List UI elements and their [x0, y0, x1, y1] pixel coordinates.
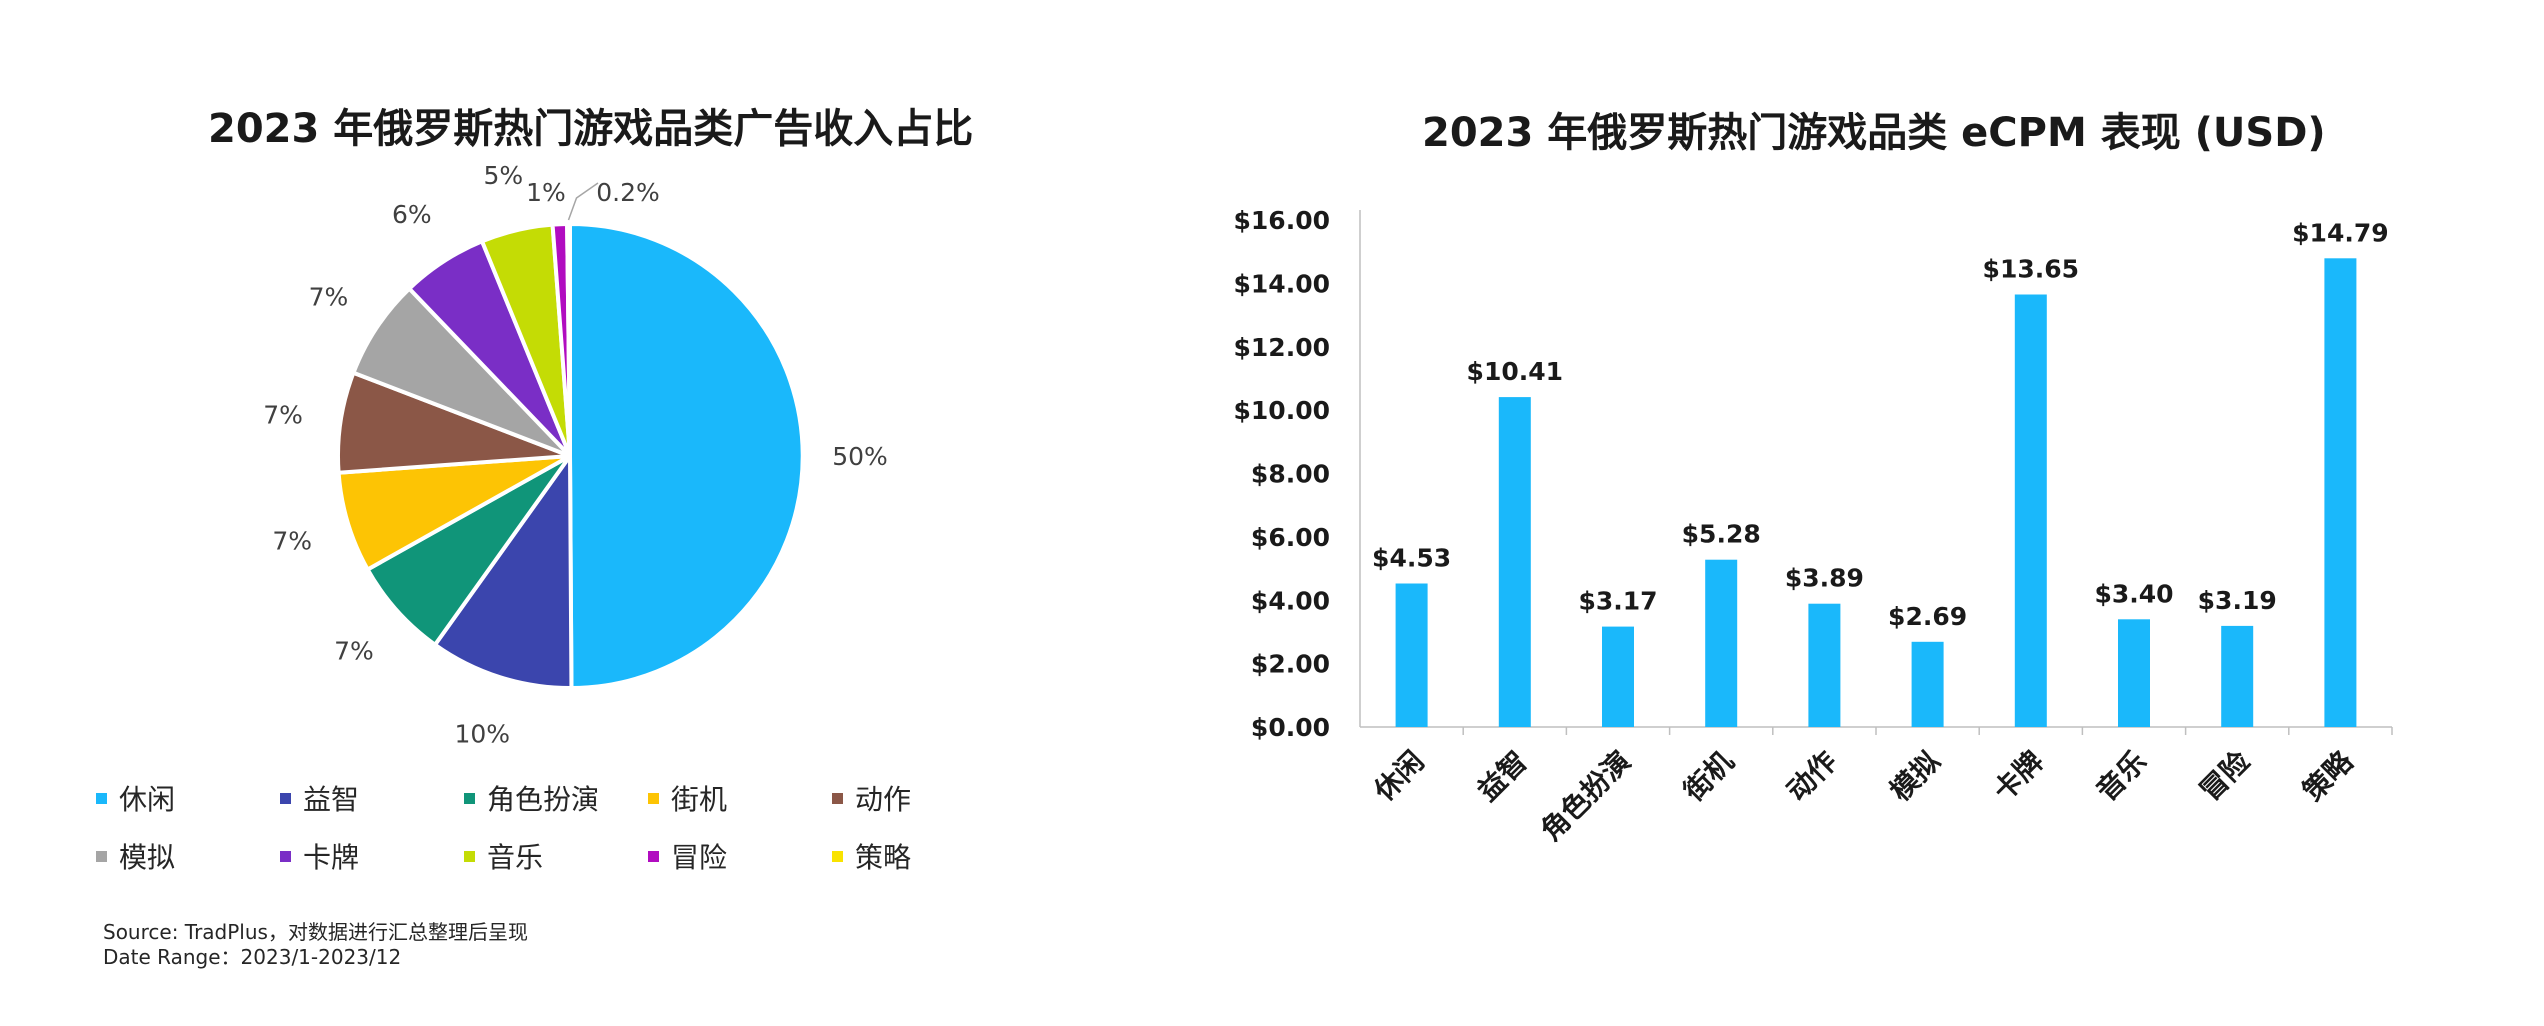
pie-value-label: 7%	[263, 400, 303, 429]
bar-value-label: $13.65	[1983, 255, 2079, 284]
legend-swatch	[648, 850, 659, 862]
pie-slice-10	[565, 221, 572, 457]
y-tick-label: $8.00	[1251, 460, 1330, 489]
bar-7	[2014, 294, 2047, 727]
legend-item: 策略	[832, 836, 1016, 876]
x-category-label: 卡牌	[1987, 745, 2050, 808]
source-line: Source: TradPlus，对数据进行汇总整理后呈现	[103, 920, 528, 944]
source-note: Source: TradPlus，对数据进行汇总整理后呈现 Date Range…	[103, 920, 528, 970]
x-category-label: 休闲	[1367, 745, 1431, 809]
bar-value-label: $10.41	[1467, 357, 1563, 386]
legend-label: 模拟	[119, 841, 176, 874]
legend-label: 音乐	[487, 841, 544, 874]
legend-swatch	[464, 850, 475, 862]
x-category-label: 益智	[1471, 745, 1534, 808]
y-tick-label: $4.00	[1251, 586, 1330, 615]
y-tick-label: $16.00	[1234, 206, 1330, 235]
y-tick-label: $6.00	[1251, 523, 1330, 552]
legend-item: 冒险	[648, 836, 832, 876]
x-category-label: 冒险	[2193, 744, 2257, 808]
x-category-label: 角色扮演	[1534, 745, 1637, 848]
x-category-label: 街机	[1676, 745, 1740, 809]
legend-item: 动作	[832, 778, 1016, 818]
legend-label: 冒险	[671, 841, 728, 874]
bar-value-label: $3.89	[1785, 564, 1864, 593]
bar-value-label: $4.53	[1372, 544, 1451, 573]
bar-3	[1602, 626, 1634, 727]
legend-swatch	[648, 792, 659, 804]
legend-label: 卡牌	[303, 841, 360, 874]
bar-chart-title: 2023 年俄罗斯热门游戏品类 eCPM 表现 (USD)	[1422, 110, 2326, 156]
bar-value-label: $5.28	[1682, 520, 1761, 549]
bar-value-label: $3.19	[2198, 586, 2277, 615]
legend-item: 模拟	[96, 836, 280, 876]
legend-label: 休闲	[119, 783, 176, 816]
legend-swatch	[280, 792, 291, 804]
legend-swatch	[464, 792, 475, 804]
bar-5	[1808, 603, 1841, 727]
date-range-line: Date Range：2023/1-2023/12	[103, 945, 402, 969]
y-tick-label: $0.00	[1251, 713, 1330, 742]
bar-6	[1911, 641, 1944, 727]
legend-item: 音乐	[464, 836, 648, 876]
pie-slice-1	[568, 221, 805, 691]
bar-value-label: $14.79	[2292, 218, 2388, 247]
pie-value-label: 5%	[483, 161, 523, 190]
legend-label: 动作	[855, 783, 912, 816]
legend-item: 角色扮演	[464, 778, 648, 818]
y-tick-label: $10.00	[1234, 396, 1330, 425]
x-category-label: 音乐	[2090, 745, 2153, 808]
y-tick-label: $12.00	[1234, 333, 1330, 362]
x-category-label: 动作	[1780, 745, 1843, 808]
bar-4	[1705, 559, 1738, 727]
bar-8	[2118, 619, 2150, 727]
bar-value-label: $3.40	[2094, 579, 2173, 608]
legend-swatch	[96, 850, 107, 862]
pie-value-label: 10%	[455, 719, 511, 748]
legend-item: 益智	[280, 778, 464, 818]
pie-legend: 休闲 益智 角色扮演 街机 动作模拟 卡牌 音乐 冒险 策略	[96, 778, 1016, 876]
pie-value-label: 1%	[526, 178, 566, 207]
legend-label: 益智	[303, 783, 360, 816]
legend-swatch	[280, 850, 291, 862]
legend-swatch	[96, 792, 107, 804]
bar-2	[1498, 397, 1531, 727]
y-tick-label: $14.00	[1234, 269, 1330, 298]
pie-value-label: 7%	[309, 283, 349, 312]
pie-value-label: 6%	[392, 200, 432, 229]
revenue-share-pie-chart: 50% 10% 7% 7% 7% 7% 6% 5%1% 0.2%	[263, 161, 888, 749]
pie-chart-title: 2023 年俄罗斯热门游戏品类广告收入占比	[208, 106, 974, 152]
x-category-label: 策略	[2296, 744, 2360, 808]
legend-label: 策略	[855, 841, 912, 874]
y-tick-label: $2.00	[1251, 650, 1330, 679]
legend-item: 卡牌	[280, 836, 464, 876]
legend-item: 休闲	[96, 778, 280, 818]
pie-slice-2	[432, 449, 574, 691]
bar-value-label: $3.17	[1578, 587, 1657, 616]
pie-value-label: 50%	[832, 442, 888, 471]
legend-swatch	[832, 850, 843, 862]
pie-value-label: 0.2%	[596, 178, 660, 207]
pie-value-label: 7%	[334, 637, 374, 666]
bar-1	[1395, 583, 1428, 727]
legend-swatch	[832, 792, 843, 804]
pie-value-label: 7%	[272, 526, 312, 555]
bar-9	[2221, 625, 2254, 727]
pie-leader-line	[567, 182, 599, 221]
legend-label: 街机	[671, 783, 728, 816]
legend-item: 街机	[648, 778, 832, 818]
x-category-label: 模拟	[1884, 745, 1947, 808]
legend-label: 角色扮演	[487, 783, 600, 816]
bar-10	[2324, 258, 2357, 727]
bar-value-label: $2.69	[1888, 602, 1967, 631]
